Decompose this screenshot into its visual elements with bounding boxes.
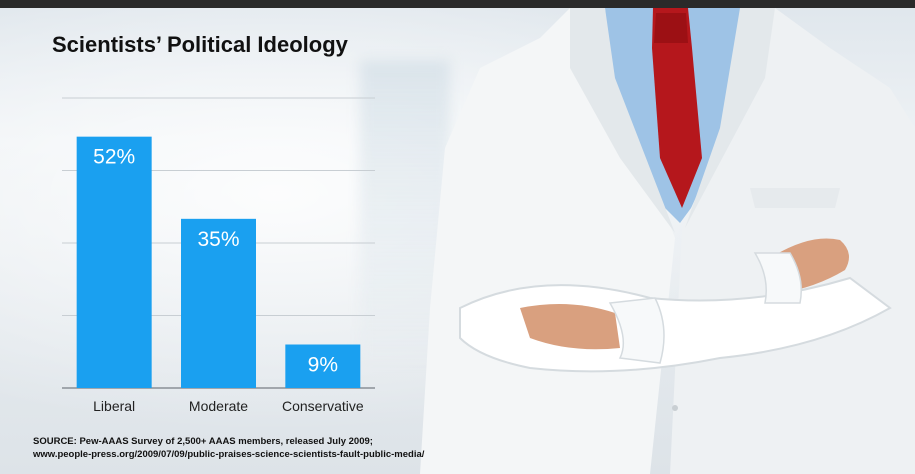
left-hand-image xyxy=(520,304,620,350)
category-label: Moderate xyxy=(189,398,248,414)
source-line-1: SOURCE: Pew-AAAS Survey of 2,500+ AAAS m… xyxy=(33,436,373,447)
chart-title: Scientists’ Political Ideology xyxy=(52,32,348,57)
bar-conservative xyxy=(285,344,361,388)
labels: 52% Liberal 35% Moderate 9% Conservative xyxy=(93,146,364,414)
category-label: Conservative xyxy=(282,398,364,414)
bar-liberal xyxy=(76,136,152,388)
bar-value-label: 35% xyxy=(197,228,239,251)
bar-chart: 52% Liberal 35% Moderate 9% Conservative xyxy=(62,97,375,414)
bar-value-label: 9% xyxy=(308,354,338,377)
bar-moderate xyxy=(181,218,256,388)
top-bar xyxy=(0,0,915,8)
bars xyxy=(76,136,361,388)
source-note: SOURCE: Pew-AAAS Survey of 2,500+ AAAS m… xyxy=(33,435,424,461)
doctor-photo xyxy=(420,8,915,474)
bar-value-label: 52% xyxy=(93,146,135,169)
source-url: www.people-press.org/2009/07/09/public-p… xyxy=(33,449,425,460)
category-label: Liberal xyxy=(93,398,135,414)
tie-image xyxy=(652,8,702,208)
